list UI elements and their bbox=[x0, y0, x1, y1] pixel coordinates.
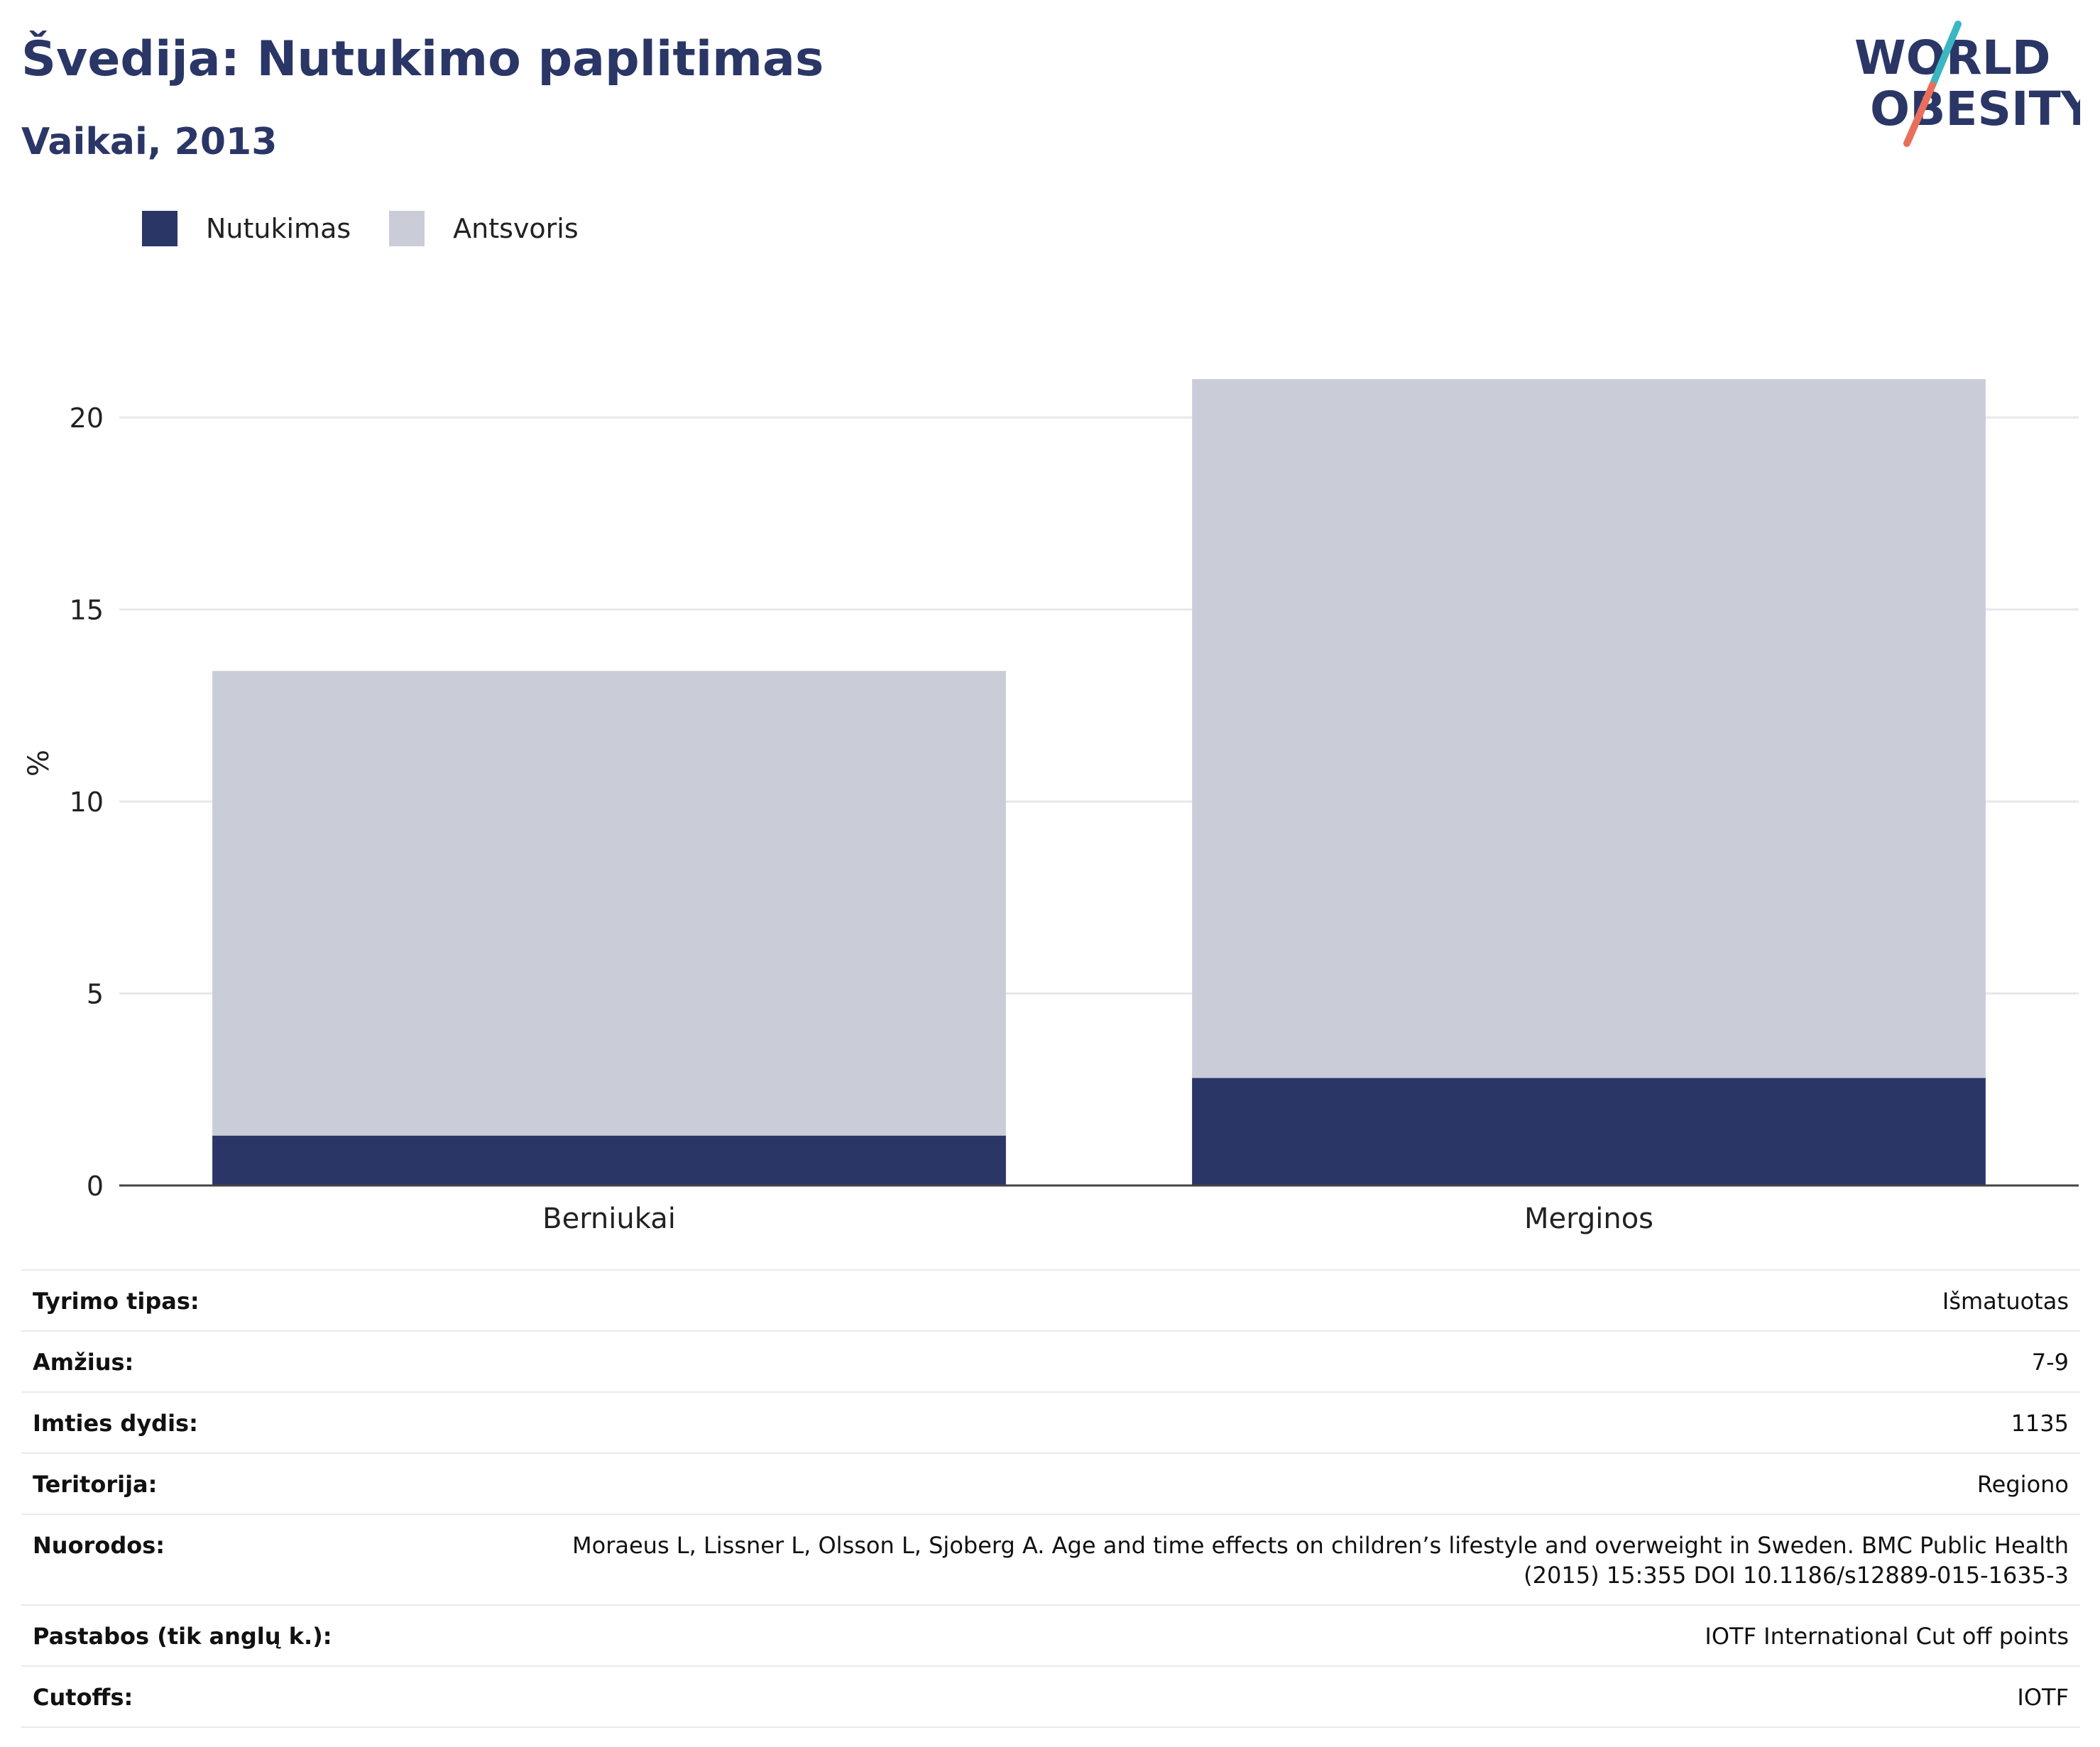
details-key: Pastabos (tik anglų k.): bbox=[33, 1623, 332, 1650]
bar-nutukimas-berniukai bbox=[212, 1135, 1006, 1185]
details-value: 1135 bbox=[2011, 1410, 2069, 1437]
y-tick-label: 15 bbox=[70, 595, 104, 626]
details-key: Amžius: bbox=[33, 1349, 134, 1376]
legend-swatch-obesity bbox=[142, 211, 177, 246]
y-tick-label: 0 bbox=[87, 1171, 104, 1202]
details-row: Tyrimo tipas: Išmatuotas bbox=[21, 1271, 2080, 1332]
page-subtitle: Vaikai, 2013 bbox=[21, 121, 278, 163]
details-value: 7-9 bbox=[2031, 1349, 2069, 1376]
details-row: Pastabos (tik anglų k.): IOTF Internation… bbox=[21, 1606, 2080, 1667]
stacked-bar-chart: 0 5 10 15 20% Berniukai Merginos bbox=[23, 379, 2079, 1235]
legend-swatch-overweight bbox=[389, 211, 425, 246]
x-tick-label: Merginos bbox=[1524, 1203, 1653, 1235]
details-key: Imties dydis: bbox=[33, 1410, 198, 1437]
legend-label-overweight: Antsvoris bbox=[453, 213, 579, 244]
details-row: Nuorodos: Moraeus L, Lissner L, Olsson L,… bbox=[21, 1515, 2080, 1606]
bar-antsvoris-berniukai bbox=[212, 671, 1006, 1136]
page-title: Švedija: Nutukimo paplitimas bbox=[21, 31, 824, 87]
y-tick-label: 20 bbox=[70, 402, 104, 434]
survey-details-table: Tyrimo tipas: Išmatuotas Amžius: 7-9 Imties … bbox=[21, 1269, 2080, 1728]
details-value: Išmatuotas bbox=[1942, 1288, 2069, 1315]
bar-nutukimas-merginos bbox=[1192, 1078, 1986, 1185]
details-value: IOTF International Cut off points bbox=[1705, 1623, 2069, 1650]
details-row: Imties dydis: 1135 bbox=[21, 1393, 2080, 1454]
bar-antsvoris-merginos bbox=[1192, 379, 1986, 1078]
logo-text-obesity: OBESITY bbox=[1870, 82, 2080, 136]
details-value: Regiono bbox=[1976, 1471, 2069, 1498]
details-key: Tyrimo tipas: bbox=[33, 1288, 199, 1315]
details-value: IOTF bbox=[2017, 1684, 2069, 1711]
chart-legend: Nutukimas Antsvoris bbox=[142, 210, 617, 247]
x-tick-label: Berniukai bbox=[542, 1203, 676, 1235]
logo-slash-top bbox=[1929, 21, 1962, 89]
logo-slash-bottom bbox=[1903, 82, 1936, 147]
details-key: Cutoffs: bbox=[33, 1684, 133, 1711]
y-tick-label: 5 bbox=[87, 979, 104, 1010]
y-axis-label: % bbox=[23, 750, 55, 777]
details-value: Moraeus L, Lissner L, Olsson L, Sjoberg … bbox=[572, 1532, 2069, 1589]
details-key: Teritorija: bbox=[33, 1471, 158, 1498]
details-row: Cutoffs: IOTF bbox=[21, 1667, 2080, 1728]
details-key: Nuorodos: bbox=[33, 1532, 165, 1559]
world-obesity-logo: WORLD OBESITY bbox=[1854, 21, 2080, 147]
y-tick-label: 10 bbox=[70, 787, 104, 818]
legend-item-obesity[interactable]: Nutukimas bbox=[142, 211, 351, 246]
legend-label-obesity: Nutukimas bbox=[206, 213, 351, 244]
details-row: Amžius: 7-9 bbox=[21, 1332, 2080, 1393]
details-row: Teritorija: Regiono bbox=[21, 1454, 2080, 1515]
legend-item-overweight[interactable]: Antsvoris bbox=[389, 211, 579, 246]
